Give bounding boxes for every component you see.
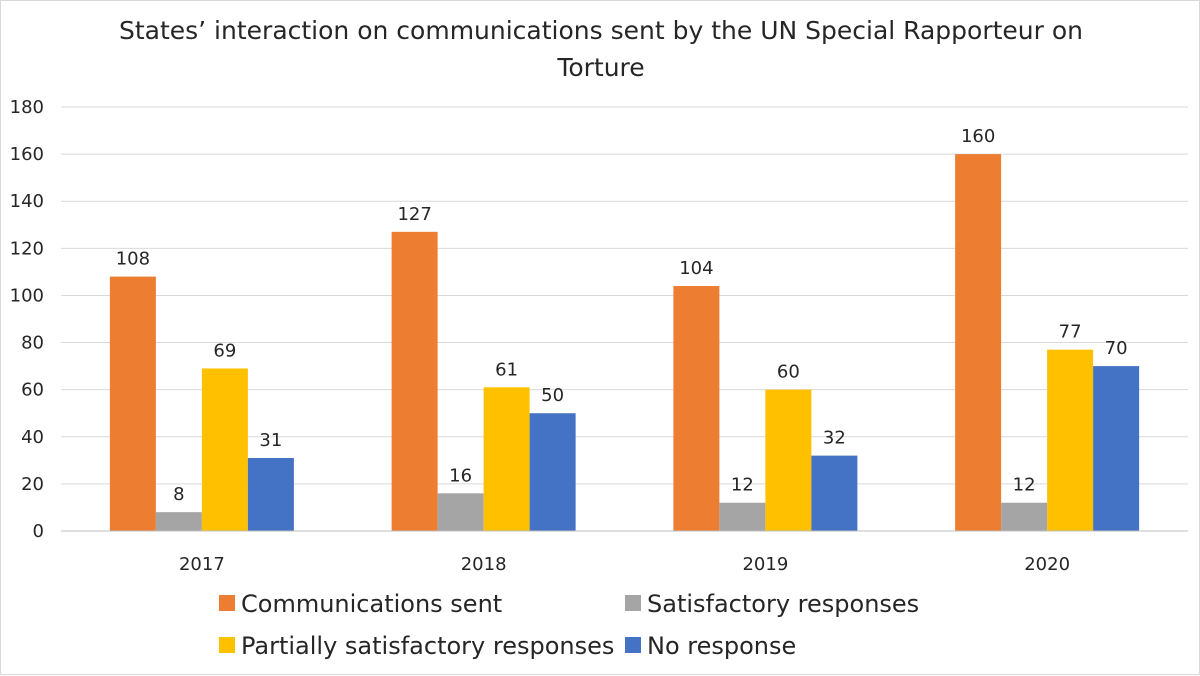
data-label: 127 [397, 204, 431, 225]
y-tick-label: 100 [10, 285, 44, 306]
x-category-label: 2019 [742, 554, 788, 575]
data-label: 31 [259, 430, 282, 451]
bar-communications-sent-2019 [673, 286, 720, 531]
y-tick-label: 160 [10, 144, 44, 165]
bar-no-response-2020 [1093, 366, 1140, 531]
y-tick-label: 120 [10, 238, 44, 259]
bar-satisfactory-responses-2017 [155, 512, 202, 531]
legend-item: Communications sent [219, 590, 502, 618]
chart-title-line-2: Torture [556, 53, 644, 82]
data-label: 104 [679, 258, 713, 279]
legend-label: Partially satisfactory responses [241, 632, 614, 660]
data-label: 77 [1059, 322, 1082, 343]
bar-no-response-2019 [811, 455, 858, 531]
legend-swatch [625, 595, 641, 611]
y-tick-label: 40 [21, 427, 44, 448]
legend-item: No response [625, 632, 796, 660]
data-label: 12 [1013, 475, 1036, 496]
legend-swatch [625, 637, 641, 653]
data-label: 16 [449, 465, 472, 486]
gridlines [61, 106, 1188, 485]
legend-label: Satisfactory responses [647, 590, 919, 618]
bar-partially-satisfactory-responses-2018 [483, 387, 530, 531]
bars [109, 154, 1140, 531]
x-category-label: 2020 [1024, 554, 1070, 575]
bar-no-response-2018 [529, 413, 576, 531]
bar-communications-sent-2020 [955, 154, 1002, 531]
legend-swatch [219, 595, 235, 611]
legend-item: Partially satisfactory responses [219, 632, 614, 660]
x-category-label: 2017 [179, 554, 225, 575]
bar-partially-satisfactory-responses-2020 [1047, 349, 1094, 531]
legend-label: Communications sent [241, 590, 502, 618]
y-tick-label: 20 [21, 474, 44, 495]
y-tick-label: 60 [21, 380, 44, 401]
data-label: 160 [961, 126, 995, 147]
chart-title-line-1: States’ interaction on communications se… [119, 16, 1083, 45]
bar-communications-sent-2018 [391, 231, 438, 531]
y-tick-label: 80 [21, 333, 44, 354]
data-label: 12 [731, 475, 754, 496]
chart-title: States’ interaction on communications se… [119, 16, 1083, 82]
bar-satisfactory-responses-2018 [437, 493, 484, 531]
bar-no-response-2017 [247, 457, 294, 531]
bar-partially-satisfactory-responses-2017 [201, 368, 248, 531]
y-tick-label: 180 [10, 97, 44, 118]
data-labels: 108 8 69 31 127 16 61 50 104 12 60 32 160 12 77 70 [116, 126, 1128, 505]
data-label: 8 [173, 484, 184, 505]
data-label: 60 [777, 362, 800, 383]
x-category-label: 2018 [461, 554, 507, 575]
legend: Communications sent Satisfactory response… [219, 590, 919, 660]
data-label: 61 [495, 359, 518, 380]
y-tick-label: 0 [33, 521, 44, 542]
data-label: 108 [116, 249, 150, 270]
bar-satisfactory-responses-2020 [1001, 502, 1048, 531]
x-axis-categories: 2017 2018 2019 2020 [179, 554, 1070, 575]
y-axis-ticks: 0 20 40 60 80 100 120 140 160 180 [10, 97, 44, 542]
y-tick-label: 140 [10, 191, 44, 212]
data-label: 50 [541, 385, 564, 406]
data-label: 32 [823, 428, 846, 449]
bar-communications-sent-2017 [109, 276, 156, 531]
data-label: 69 [213, 340, 236, 361]
legend-item: Satisfactory responses [625, 590, 919, 618]
legend-swatch [219, 637, 235, 653]
data-label: 70 [1105, 338, 1128, 359]
bar-partially-satisfactory-responses-2019 [765, 389, 812, 531]
legend-label: No response [647, 632, 796, 660]
bar-satisfactory-responses-2019 [719, 502, 766, 531]
